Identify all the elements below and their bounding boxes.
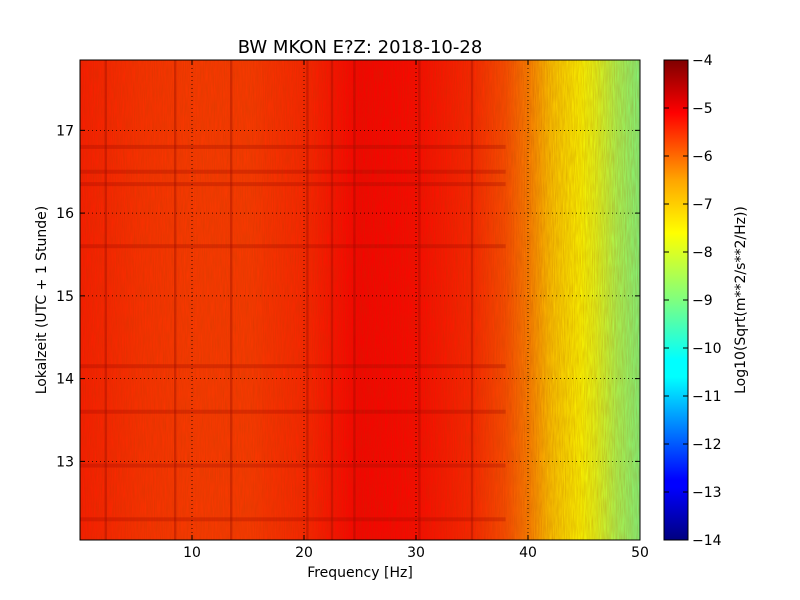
colorbar-tick-label: −12 — [692, 437, 722, 453]
x-axis-label: Frequency [Hz] — [307, 565, 413, 581]
colorbar-tick-label: −10 — [692, 341, 722, 357]
plot-area — [80, 60, 640, 540]
colorbar-ticks: −4 −5 −6 −7 −8 −9 −10 −11 −12 −13 −14 — [664, 53, 722, 549]
colorbar-tick-label: −8 — [692, 245, 713, 261]
heatmap-texture — [80, 60, 640, 540]
x-tick-label: 40 — [519, 545, 537, 561]
colorbar-tick-label: −11 — [692, 389, 722, 405]
plot-frame — [79, 59, 641, 541]
colorbar-tick-label: −14 — [692, 533, 722, 549]
colorbar-label: Log10(Sqrt(m**2/s**2/Hz)) — [733, 206, 749, 394]
chart-title: BW MKON E?Z: 2018-10-28 — [238, 37, 483, 58]
colorbar-tick-label: −4 — [692, 53, 713, 69]
colorbar-tick-label: −7 — [692, 197, 713, 213]
x-tick-label: 20 — [295, 545, 313, 561]
colorbar-tick-label: −13 — [692, 485, 722, 501]
y-tick-label: 16 — [56, 206, 74, 222]
y-tick-label: 14 — [56, 372, 74, 388]
colorbar-tick-label: −5 — [692, 101, 713, 117]
y-tick-label: 13 — [56, 454, 74, 470]
grid-lines — [80, 60, 640, 540]
x-tick-label: 10 — [183, 545, 201, 561]
colorbar-tick-label: −9 — [692, 293, 713, 309]
y-tick-label: 17 — [56, 123, 74, 139]
y-axis: 13 14 15 16 17 — [56, 123, 640, 470]
x-tick-label: 50 — [631, 545, 649, 561]
colorbar-tick-label: −6 — [692, 149, 713, 165]
y-tick-label: 15 — [56, 289, 74, 305]
y-axis-label: Lokalzeit (UTC + 1 Stunde) — [34, 206, 50, 395]
x-axis: 10 20 30 40 50 — [183, 60, 649, 561]
colorbar: −4 −5 −6 −7 −8 −9 −10 −11 −12 −13 −14 Log10(Sqrt(m… — [663, 53, 749, 549]
x-tick-label: 30 — [407, 545, 425, 561]
